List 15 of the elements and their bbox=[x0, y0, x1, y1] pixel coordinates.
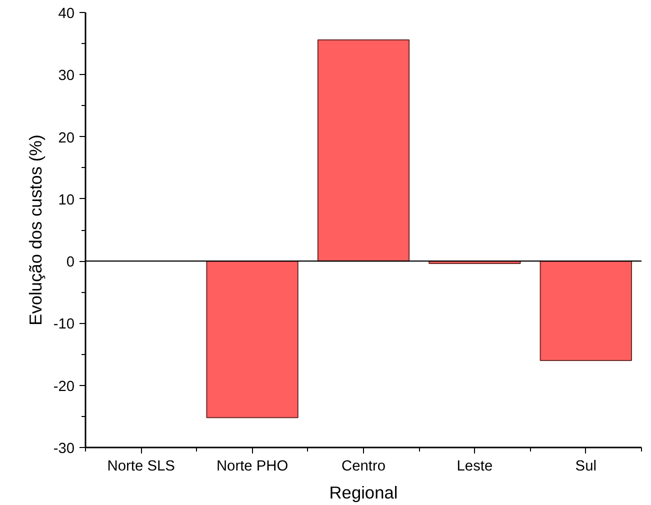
x-axis-title: Regional bbox=[329, 482, 398, 502]
y-axis-title: Evolução dos custos (%) bbox=[25, 134, 46, 326]
x-tick-label: Centro bbox=[342, 458, 386, 474]
x-tick-label: Norte PHO bbox=[216, 458, 288, 474]
x-tick-label: Leste bbox=[456, 458, 493, 474]
y-tick-label: -20 bbox=[53, 378, 75, 395]
y-tick-label: 10 bbox=[58, 192, 75, 208]
y-tick-label: 0 bbox=[66, 254, 75, 271]
y-tick-label: 30 bbox=[58, 68, 75, 84]
x-tick-label: Sul bbox=[575, 458, 596, 474]
y-tick-label: 40 bbox=[58, 6, 75, 22]
y-tick-label: -30 bbox=[53, 441, 75, 457]
x-tick-label: Norte SLS bbox=[107, 458, 176, 474]
y-tick-label: 20 bbox=[58, 130, 75, 146]
y-tick-label: -10 bbox=[53, 316, 75, 333]
